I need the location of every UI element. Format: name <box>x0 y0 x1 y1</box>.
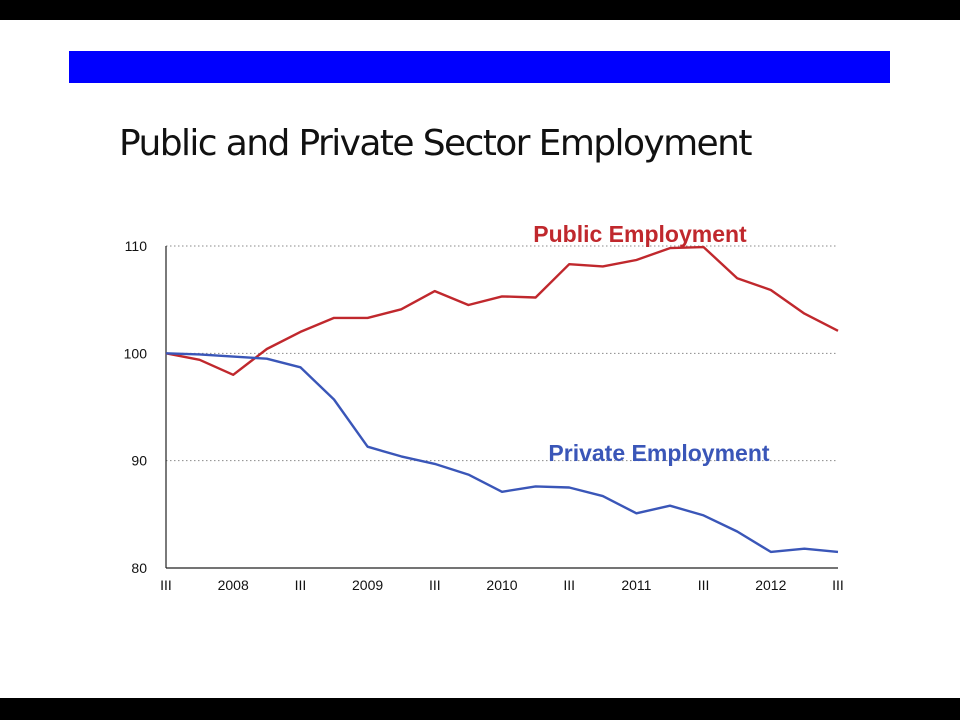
x-tick-label: 2008 <box>218 577 249 593</box>
slide: Public and Private Sector Employment <box>0 20 960 698</box>
x-tick-label: III <box>832 577 844 593</box>
x-tick-label: 2011 <box>621 577 651 593</box>
x-tick-label: III <box>698 577 710 593</box>
x-tick-label: 2010 <box>486 577 517 593</box>
y-tick-label: 100 <box>124 345 148 361</box>
private-employment-label: Private Employment <box>548 440 769 466</box>
y-tick-label: 90 <box>131 453 147 469</box>
public-employment-line <box>165 245 839 376</box>
x-tick-label: III <box>563 577 575 593</box>
slide-title: Public and Private Sector Employment <box>119 123 752 164</box>
y-tick-label: 80 <box>131 560 147 576</box>
x-tick-label: 2009 <box>352 577 383 593</box>
accent-bar <box>69 51 890 83</box>
private-employment-line <box>165 352 839 554</box>
x-tick-label: III <box>429 577 441 593</box>
y-tick-label: 110 <box>125 238 148 254</box>
x-tick-label: 2012 <box>755 577 786 593</box>
x-tick-label: III <box>160 577 172 593</box>
x-tick-label: III <box>295 577 307 593</box>
public-employment-label: Public Employment <box>533 221 747 247</box>
